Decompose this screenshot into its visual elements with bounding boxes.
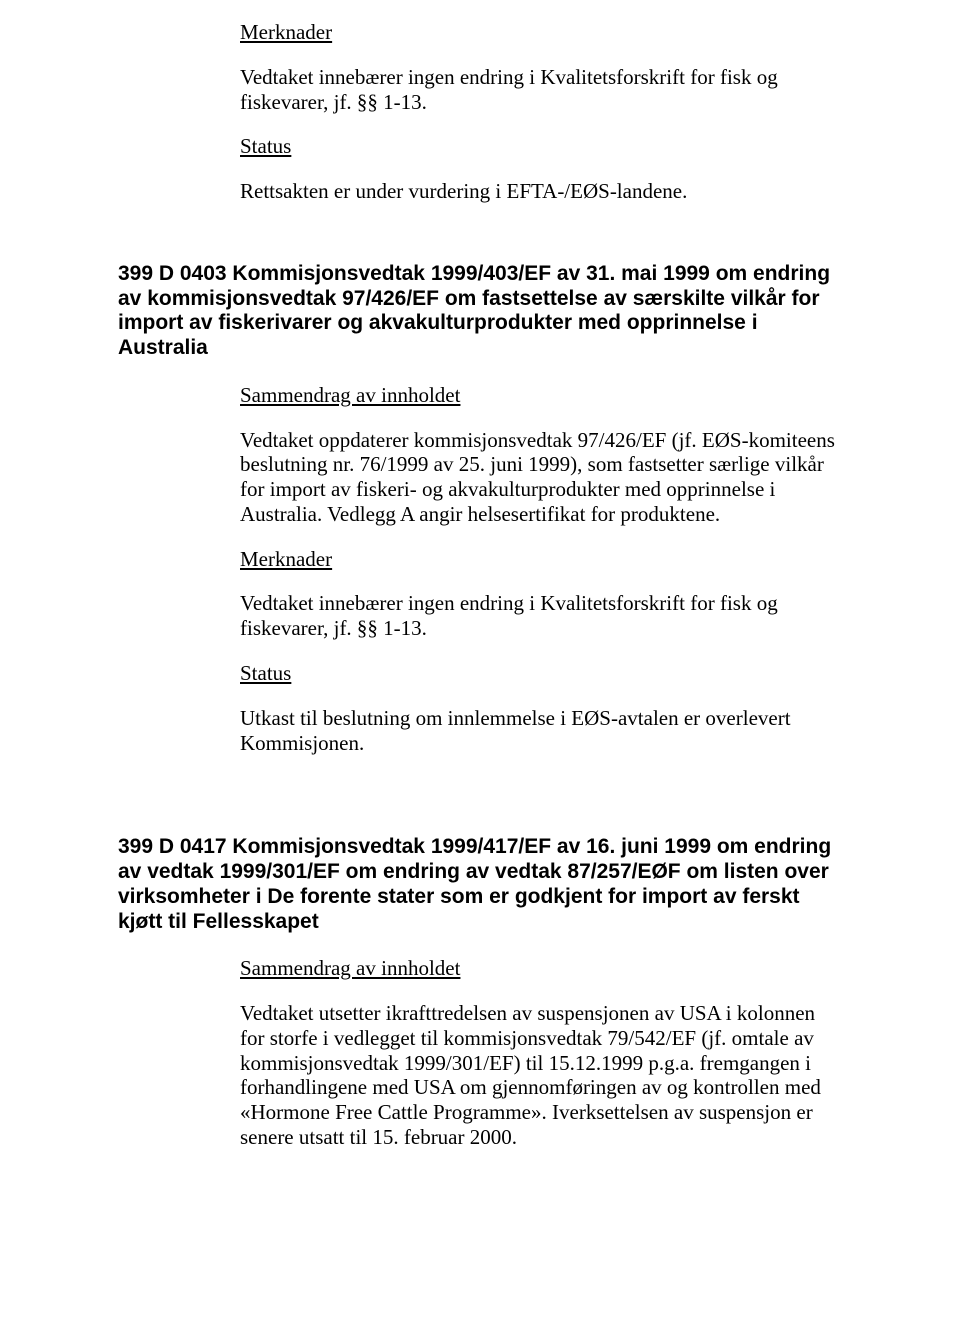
status-text: Rettsakten er under vurdering i EFTA-/EØ… [240, 179, 842, 204]
merknader-label-2: Merknader [240, 547, 842, 572]
status-text-2: Utkast til beslutning om innlemmelse i E… [240, 706, 842, 756]
sammendrag-text: Vedtaket oppdaterer kommisjonsvedtak 97/… [240, 428, 842, 527]
sammendrag-label: Sammendrag av innholdet [240, 383, 842, 408]
section-3-heading: 399 D 0417 Kommisjonsvedtak 1999/417/EF … [118, 835, 842, 934]
status-label-2: Status [240, 661, 842, 686]
section-2-heading: 399 D 0403 Kommisjonsvedtak 1999/403/EF … [118, 262, 842, 361]
sammendrag-text-3: Vedtaket utsetter ikrafttredelsen av sus… [240, 1001, 842, 1150]
status-label: Status [240, 134, 842, 159]
sammendrag-label-3: Sammendrag av innholdet [240, 956, 842, 981]
merknader-label: Merknader [240, 20, 842, 45]
section-1: Merknader Vedtaket innebærer ingen endri… [240, 20, 842, 204]
merknader-text: Vedtaket innebærer ingen endring i Kvali… [240, 65, 842, 115]
section-3-body: Sammendrag av innholdet Vedtaket utsette… [240, 956, 842, 1149]
merknader-text-2: Vedtaket innebærer ingen endring i Kvali… [240, 591, 842, 641]
section-2-body: Sammendrag av innholdet Vedtaket oppdate… [240, 383, 842, 755]
